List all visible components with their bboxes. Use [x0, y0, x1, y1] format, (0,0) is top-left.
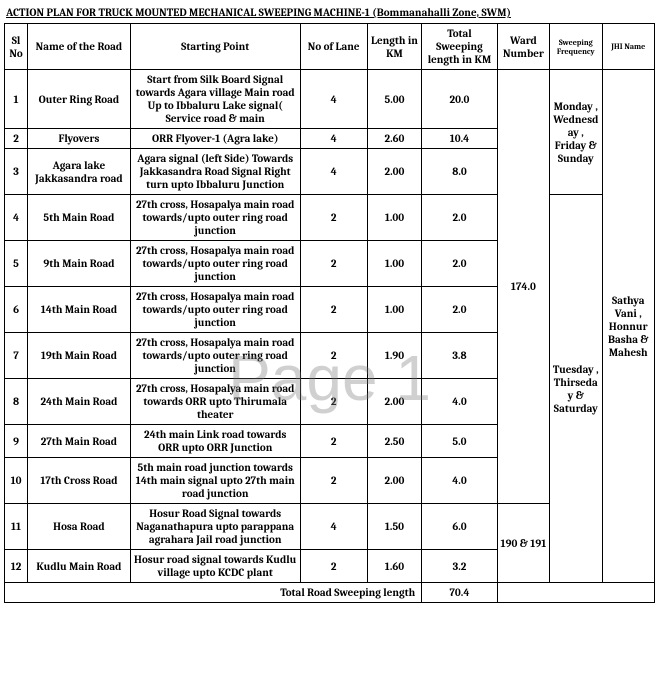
table-cell: 3	[5, 149, 28, 195]
table-cell: Tuesday , Thirseday & Saturday	[550, 195, 602, 583]
table-cell: 8.0	[422, 149, 497, 195]
table-cell: 2.60	[367, 129, 422, 149]
table-cell: 1.00	[367, 195, 422, 241]
table-cell: 2	[300, 458, 367, 504]
header-jhi: JHI Name	[602, 24, 654, 70]
table-cell: 5	[5, 241, 28, 287]
table-cell: 2	[300, 195, 367, 241]
table-cell: 2.00	[367, 458, 422, 504]
table-cell: 1	[5, 70, 28, 129]
table-cell: Hosur road signal towards Kudlu village …	[130, 550, 300, 583]
action-plan-table: Sl No Name of the Road Starting Point No…	[4, 23, 655, 603]
table-cell: 6.0	[422, 504, 497, 550]
table-cell: 4.0	[422, 379, 497, 425]
table-cell: Total Road Sweeping length	[5, 583, 422, 603]
table-cell: 1.90	[367, 333, 422, 379]
table-cell: Sathya Vani , Honnur Basha & Mahesh	[602, 70, 654, 583]
table-cell: 19th Main Road	[28, 333, 131, 379]
table-cell: Outer Ring Road	[28, 70, 131, 129]
table-cell: 2	[300, 425, 367, 458]
table-cell: Flyovers	[28, 129, 131, 149]
header-lane: No of Lane	[300, 24, 367, 70]
table-cell: 9th Main Road	[28, 241, 131, 287]
table-cell: 3.2	[422, 550, 497, 583]
table-cell: 27th cross, Hosapalya main road towards/…	[130, 333, 300, 379]
table-cell: 2	[300, 241, 367, 287]
table-cell: 24th Main Road	[28, 379, 131, 425]
table-cell: 27th Main Road	[28, 425, 131, 458]
table-cell: 6	[5, 287, 28, 333]
table-cell: 1.00	[367, 287, 422, 333]
table-cell: 2.50	[367, 425, 422, 458]
table-cell: Agara lake Jakkasandra road	[28, 149, 131, 195]
table-row: 1Outer Ring RoadStart from Silk Board Si…	[5, 70, 655, 129]
table-cell: 2.0	[422, 241, 497, 287]
table-cell: 2.0	[422, 195, 497, 241]
table-cell: Agara signal (left Side) Towards Jakkasa…	[130, 149, 300, 195]
table-cell: 5th main road junction towards 14th main…	[130, 458, 300, 504]
table-cell: 10.4	[422, 129, 497, 149]
table-cell: 27th cross, Hosapalya main road towards …	[130, 379, 300, 425]
header-tot: Total Sweeping length in KM	[422, 24, 497, 70]
table-cell: 2	[300, 550, 367, 583]
table-cell: 2.00	[367, 379, 422, 425]
header-start: Starting Point	[130, 24, 300, 70]
table-cell: 2.0	[422, 287, 497, 333]
header-freq: Sweeping Frequency	[550, 24, 602, 70]
table-cell: 4	[5, 195, 28, 241]
table-header-row: Sl No Name of the Road Starting Point No…	[5, 24, 655, 70]
table-cell: 5.00	[367, 70, 422, 129]
table-cell: 8	[5, 379, 28, 425]
header-len: Length in KM	[367, 24, 422, 70]
table-cell: 7	[5, 333, 28, 379]
table-cell: 27th cross, Hosapalya main road towards/…	[130, 241, 300, 287]
table-cell: 190 & 191	[497, 504, 549, 583]
header-ward: Ward Number	[497, 24, 549, 70]
table-cell: 17th Cross Road	[28, 458, 131, 504]
table-cell: 2	[300, 287, 367, 333]
table-cell: 4	[300, 129, 367, 149]
document-title: ACTION PLAN FOR TRUCK MOUNTED MECHANICAL…	[4, 4, 655, 23]
header-name: Name of the Road	[28, 24, 131, 70]
table-cell: Hosa Road	[28, 504, 131, 550]
table-cell: 2	[300, 379, 367, 425]
table-cell: 10	[5, 458, 28, 504]
table-cell: 174.0	[497, 70, 549, 504]
table-cell: 4	[300, 70, 367, 129]
table-cell: 11	[5, 504, 28, 550]
table-cell: 27th cross, Hosapalya main road towards/…	[130, 195, 300, 241]
total-row: Total Road Sweeping length70.4	[5, 583, 655, 603]
header-sl: Sl No	[5, 24, 28, 70]
table-cell: 14th Main Road	[28, 287, 131, 333]
table-cell: 4	[300, 504, 367, 550]
table-cell: 1.50	[367, 504, 422, 550]
table-cell: ORR Flyover-1 (Agra lake)	[130, 129, 300, 149]
table-row: 45th Main Road27th cross, Hosapalya main…	[5, 195, 655, 241]
table-cell: 12	[5, 550, 28, 583]
table-cell: 9	[5, 425, 28, 458]
table-cell	[497, 583, 654, 603]
table-cell: 4.0	[422, 458, 497, 504]
table-cell: 70.4	[422, 583, 497, 603]
table-cell: 4	[300, 149, 367, 195]
table-cell: 5.0	[422, 425, 497, 458]
table-cell: 3.8	[422, 333, 497, 379]
table-cell: 2	[5, 129, 28, 149]
table-cell: Monday , Wednesday , Friday & Sunday	[550, 70, 602, 195]
table-cell: Hosur Road Signal towards Naganathapura …	[130, 504, 300, 550]
table-cell: Start from Silk Board Signal towards Aga…	[130, 70, 300, 129]
table-cell: 24th main Link road towards ORR upto ORR…	[130, 425, 300, 458]
table-cell: 27th cross, Hosapalya main road towards/…	[130, 287, 300, 333]
table-cell: 5th Main Road	[28, 195, 131, 241]
table-cell: 2	[300, 333, 367, 379]
table-cell: 20.0	[422, 70, 497, 129]
table-cell: 1.00	[367, 241, 422, 287]
table-cell: 1.60	[367, 550, 422, 583]
table-cell: 2.00	[367, 149, 422, 195]
table-cell: Kudlu Main Road	[28, 550, 131, 583]
